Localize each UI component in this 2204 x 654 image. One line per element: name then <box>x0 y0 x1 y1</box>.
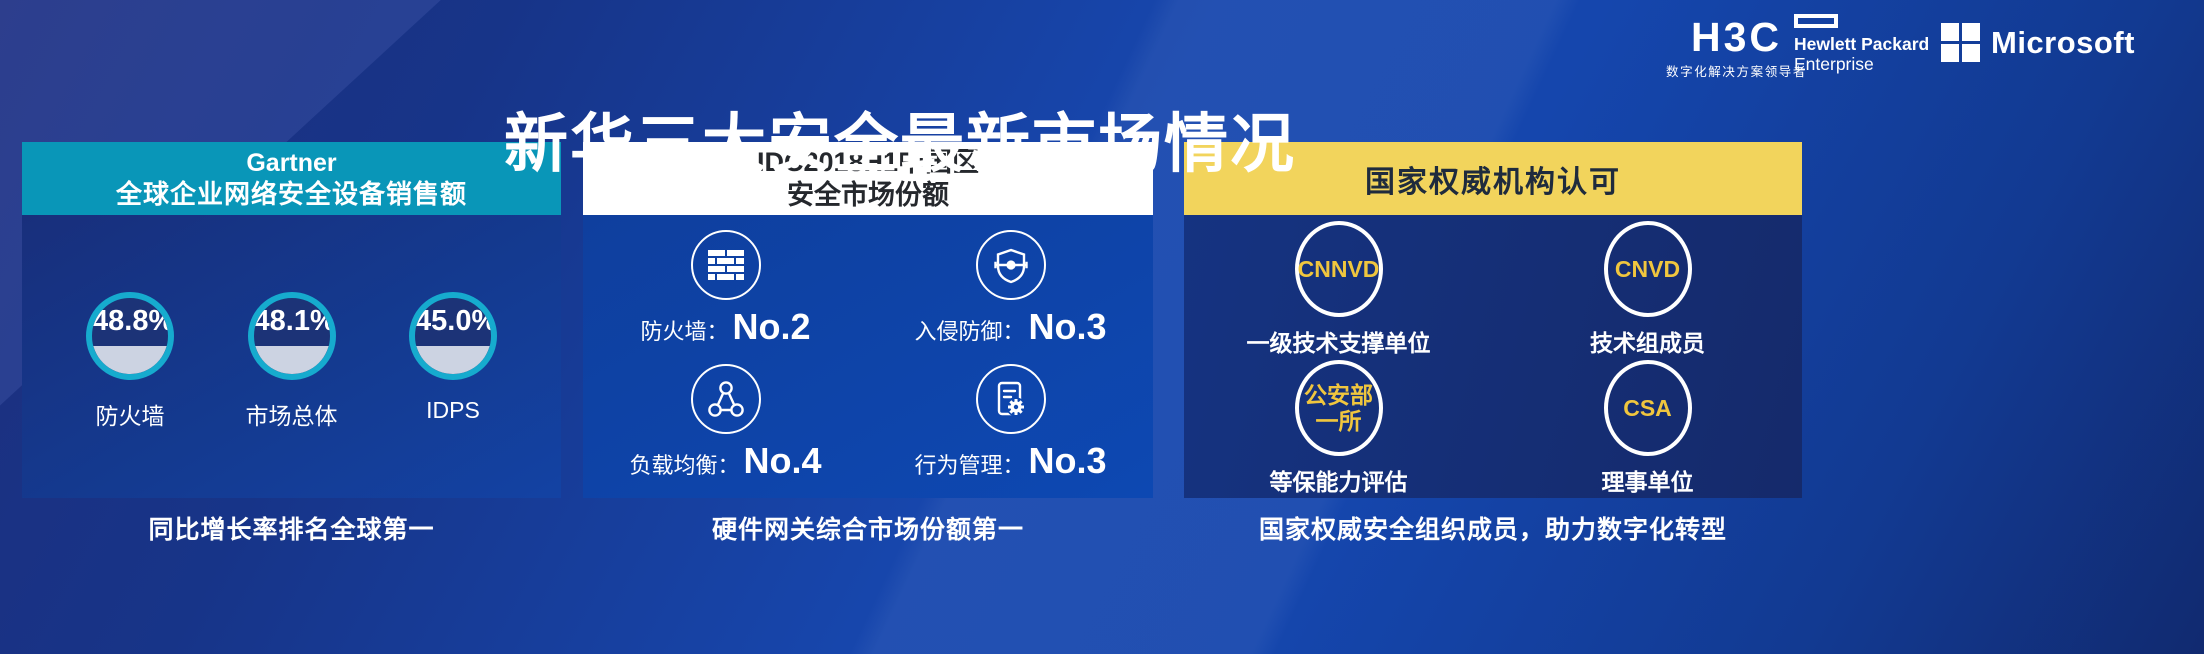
csa-badge-icon: CSA <box>1603 359 1692 456</box>
rank-line: 入侵防御： No.3 <box>914 306 1106 348</box>
idc-panel-header: IDC2018H1中国区 安全市场份额 <box>583 142 1153 215</box>
badge-label: 理事单位 <box>1601 468 1694 495</box>
growth-gauges: 48.8% 防火墙 48.1% 市场总体 45.0% ID <box>22 292 561 431</box>
authority-panel: 国家权威机构认可 CNNVD 一级技术支撑单位 CNVD 技术组成员 <box>1184 142 1802 546</box>
rank-item-intrusion-prevention: 入侵防御： No.3 <box>914 230 1107 364</box>
rank-label: 入侵防御： <box>914 319 1025 344</box>
gartner-header-line1: Gartner <box>246 148 337 177</box>
rank-line: 负载均衡： No.4 <box>629 440 821 482</box>
rank-label: 行为管理： <box>914 453 1025 478</box>
rank-value: No.3 <box>1028 440 1107 481</box>
idc-caption: 硬件网关综合市场份额第一 <box>711 516 1024 544</box>
gartner-panel-body: 48.8% 防火墙 48.1% 市场总体 45.0% ID <box>22 215 561 498</box>
badge-text: CSA <box>1623 394 1672 421</box>
microsoft-window-icon <box>1941 23 1980 62</box>
gauge-value: 45.0% <box>415 305 497 337</box>
badge-text: 一所 <box>1315 407 1362 434</box>
hpe-logo-line1: Hewlett Packard <box>1794 34 1930 54</box>
gauge-label: IDPS <box>426 397 480 423</box>
h3c-logo: H3C 数字化解决方案领导者 <box>1666 16 1807 80</box>
rank-label: 负载均衡： <box>629 453 740 478</box>
idc-header-line2: 安全市场份额 <box>787 179 949 210</box>
rank-item-firewall: 防火墙： No.2 <box>640 230 811 364</box>
idc-header-line1: IDC2018H1中国区 <box>756 146 980 177</box>
cnnvd-badge-icon: CNNVD <box>1294 221 1383 317</box>
idc-panel-body: 防火墙： No.2 入侵防御： <box>583 215 1153 498</box>
rank-item-load-balancer: 负载均衡： No.4 <box>629 364 822 498</box>
hpe-rectangle-mark-icon <box>1794 14 1838 28</box>
authority-caption: 国家权威安全组织成员，助力数字化转型 <box>1258 516 1727 544</box>
badge-text: CNNVD <box>1297 256 1380 282</box>
hpe-logo-line2: Enterprise <box>1794 54 1874 74</box>
h3c-logo-text: H3C <box>1690 14 1783 60</box>
h3c-tagline: 数字化解决方案领导者 <box>1666 65 1808 79</box>
gauge-value: 48.8% <box>92 305 174 337</box>
authority-panel-header: 国家权威机构认可 <box>1184 142 1802 215</box>
gauge-overall-market: 48.1% 市场总体 <box>242 292 342 431</box>
hpe-logo: Hewlett Packard Enterprise <box>1794 14 1929 74</box>
behavior-management-icon <box>975 364 1046 434</box>
gartner-panel-header: Gartner 全球企业网络安全设备销售额 <box>22 142 561 215</box>
gauge-firewall: 48.8% 防火墙 <box>80 292 180 431</box>
gartner-caption: 同比增长率排名全球第一 <box>148 516 435 544</box>
gauge-value: 48.1% <box>253 305 336 337</box>
badge-item-csa: CSA 理事单位 <box>1601 359 1694 499</box>
idc-panel: IDC2018H1中国区 安全市场份额 防火墙： <box>583 142 1153 546</box>
rank-line: 防火墙： No.2 <box>640 306 810 348</box>
badge-item-mps-first-institute: 公安部 一所 等保能力评估 <box>1269 359 1408 499</box>
gauge-fill <box>415 345 491 374</box>
badge-text: CNVD <box>1614 256 1681 282</box>
gauge-fill <box>253 345 330 374</box>
cnvd-badge-icon: CNVD <box>1603 221 1692 317</box>
badge-item-cnnvd: CNNVD 一级技术支撑单位 <box>1247 221 1431 360</box>
gauge-label: 防火墙 <box>95 403 165 429</box>
rank-value: No.2 <box>732 306 811 347</box>
badge-text: 公安部 <box>1304 381 1373 408</box>
gauge-circle-icon: 45.0% <box>409 292 497 380</box>
market-rank-grid: 防火墙： No.2 入侵防御： <box>583 215 1153 498</box>
badge-label: 等保能力评估 <box>1269 468 1408 495</box>
rank-label: 防火墙： <box>640 319 729 344</box>
page-title: 新华三大安全最新市场情况 <box>504 107 1296 180</box>
intrusion-prevention-icon <box>975 230 1046 300</box>
load-balancer-icon <box>690 364 761 434</box>
microsoft-logo-text: Microsoft <box>1991 24 2135 60</box>
gauge-idps: 45.0% IDPS <box>403 292 503 431</box>
gartner-panel: Gartner 全球企业网络安全设备销售额 48.8% 防火墙 48.1% <box>22 142 561 546</box>
rank-item-behavior-management: 行为管理： No.3 <box>914 364 1107 498</box>
gartner-header-line2: 全球企业网络安全设备销售额 <box>115 178 467 209</box>
rank-value: No.3 <box>1028 306 1107 347</box>
gauge-circle-icon: 48.1% <box>247 292 336 380</box>
authority-badge-grid: CNNVD 一级技术支撑单位 CNVD 技术组成员 公安部 一所 <box>1184 215 1802 498</box>
authority-panel-body: CNNVD 一级技术支撑单位 CNVD 技术组成员 公安部 一所 <box>1184 215 1802 498</box>
microsoft-logo: Microsoft <box>1941 23 2135 62</box>
gauge-fill <box>92 345 168 374</box>
mps-badge-icon: 公安部 一所 <box>1294 359 1383 456</box>
rank-line: 行为管理： No.3 <box>914 440 1106 482</box>
badge-label: 技术组成员 <box>1590 330 1705 356</box>
badge-label: 一级技术支撑单位 <box>1246 330 1431 356</box>
gauge-label: 市场总体 <box>245 403 338 429</box>
rank-value: No.4 <box>743 440 822 481</box>
gauge-circle-icon: 48.8% <box>86 292 174 380</box>
firewall-icon <box>690 230 761 300</box>
badge-item-cnvd: CNVD 技术组成员 <box>1590 221 1705 360</box>
